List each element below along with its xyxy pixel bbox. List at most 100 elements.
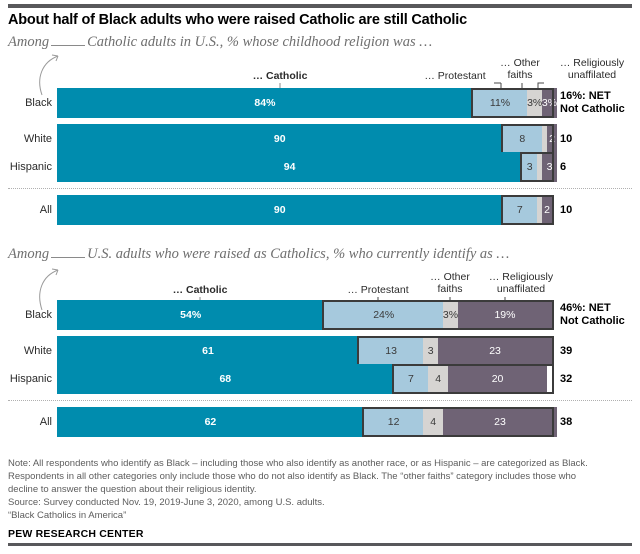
bar-value-unaff: 2 — [549, 133, 555, 145]
stacked-bar: 54% 24% 3% 19% — [57, 300, 554, 330]
bar-segment-unaff: 23 — [438, 336, 552, 366]
bar-value-unaff: 20 — [491, 373, 504, 385]
chart2-among-arrowhead — [51, 268, 59, 276]
net-value: 16%: NET — [560, 90, 611, 102]
bar-segment-unaff: 19% — [457, 300, 552, 330]
bar-value-protestant: 8 — [519, 133, 526, 145]
bar-segment-catholic: 54% — [57, 300, 325, 330]
net-value: 46%: NET — [560, 302, 611, 314]
chart1-legend-other-faiths: … Other faiths — [500, 57, 540, 81]
row-label-black: Black — [25, 97, 52, 109]
bar-value-unaff: 23 — [489, 345, 501, 357]
net-not-catholic-label: 46%: NET Not Catholic — [560, 300, 625, 330]
bar-value-catholic: 94 — [283, 161, 296, 173]
chart2-legend-unaffiliated: … Religiously unaffilated — [488, 271, 554, 295]
bar-segment-protestant: 11% — [472, 88, 528, 118]
bar-segment-other: 3 — [423, 336, 439, 366]
bar-segment-unaff: 3 — [542, 152, 557, 182]
table-row: All 62 12 4 23 38 — [0, 407, 640, 437]
chart2-subtitle-pre: Among — [8, 246, 50, 262]
table-row: Hispanic 94 3 3 6 — [0, 152, 640, 182]
chart1-legend-unaffiliated: … Religiously unaffilated — [559, 57, 625, 81]
bar-segment-other — [537, 152, 543, 182]
bar-segment-protestant: 12 — [363, 407, 424, 437]
chart2-subtitle: Among U.S. adults who were raised as Cath… — [8, 246, 632, 263]
bar-segment-protestant: 8 — [502, 124, 543, 154]
bar-segment-unaff: 2 — [547, 124, 557, 154]
stacked-bar: 84% 11% 3% 3% — [57, 88, 557, 118]
table-row: All 90 7 2 10 — [0, 195, 640, 225]
bar-segment-other — [537, 195, 543, 225]
bar-value-other: 3% — [443, 309, 458, 321]
table-row: Black 54% 24% 3% 19% 46%: NET Not Catholic — [0, 300, 640, 330]
footnote-line-3: decline to answer the question about the… — [8, 484, 257, 495]
bottom-rule — [8, 543, 632, 546]
top-rule — [8, 4, 632, 8]
table-row: White 90 8 2 10 — [0, 124, 640, 154]
chart1-legend-catholic: … Catholic — [252, 70, 308, 82]
bar-value-unaff: 3% — [542, 97, 557, 109]
net-value: 10 — [560, 133, 573, 145]
stacked-bar: 62 12 4 23 — [57, 407, 557, 437]
net-caption: Not Catholic — [560, 315, 625, 327]
report-title: “Black Catholics in America” — [8, 510, 127, 521]
bar-segment-other: 3% — [527, 88, 543, 118]
net-value: 38 — [560, 416, 573, 428]
stacked-bar: 90 8 2 — [57, 124, 557, 154]
bar-segment-other: 4 — [428, 364, 449, 394]
bar-value-unaff: 23 — [494, 416, 506, 428]
bar-segment-other — [542, 124, 548, 154]
chart1-legend-protestant: … Protestant — [424, 70, 486, 82]
chart2-dotted-separator — [8, 400, 632, 401]
chart1-subtitle: Among Catholic adults in U.S., % whose ch… — [8, 34, 632, 51]
chart2-legend-other-faiths: … Other faiths — [430, 271, 470, 295]
page-title: About half of Black adults who were rais… — [8, 12, 467, 28]
bar-segment-catholic: 61 — [57, 336, 359, 366]
row-label-all: All — [39, 416, 52, 428]
bar-segment-catholic: 94 — [57, 152, 523, 182]
bar-segment-protestant: 24% — [324, 300, 444, 330]
bar-value-protestant: 7 — [407, 373, 414, 385]
bar-value-protestant: 13 — [385, 345, 397, 357]
row-label-hispanic: Hispanic — [9, 161, 52, 173]
chart1-subtitle-pre: Among — [8, 34, 50, 50]
bar-value-catholic: 68 — [219, 373, 232, 385]
bar-segment-protestant: 3 — [522, 152, 538, 182]
row-label-all: All — [39, 204, 52, 216]
stacked-bar: 61 13 3 23 — [57, 336, 554, 366]
bar-segment-unaff: 2 — [542, 195, 552, 225]
bar-value-protestant: 7 — [516, 204, 523, 216]
chart1-subtitle-blank — [51, 45, 86, 46]
bar-value-protestant: 11% — [489, 97, 511, 109]
chart2-subtitle-post: U.S. adults who were raised as Catholics… — [87, 246, 510, 262]
bar-segment-protestant: 13 — [358, 336, 424, 366]
bar-value-other: 3% — [527, 97, 543, 109]
source-line: Source: Survey conducted Nov. 19, 2019-J… — [8, 497, 325, 508]
bar-segment-catholic: 90 — [57, 124, 503, 154]
stacked-bar: 94 3 3 — [57, 152, 557, 182]
bar-segment-catholic: 68 — [57, 364, 394, 394]
net-value: 10 — [560, 204, 573, 216]
pew-research-center-brand: PEW RESEARCH CENTER — [8, 528, 144, 540]
bar-value-protestant: 24% — [373, 309, 395, 321]
row-label-white: White — [23, 345, 52, 357]
bar-value-catholic: 54% — [180, 309, 202, 321]
bar-value-protestant: 12 — [387, 416, 400, 428]
row-label-white: White — [23, 133, 52, 145]
bar-value-catholic: 61 — [202, 345, 214, 357]
stacked-bar: 68 7 4 20 — [57, 364, 554, 394]
bar-value-unaff: 19% — [494, 309, 516, 321]
bar-value-catholic: 84% — [254, 97, 276, 109]
bar-value-catholic: 90 — [273, 204, 286, 216]
table-row: Hispanic 68 7 4 20 32 — [0, 364, 640, 394]
bar-segment-other: 3% — [443, 300, 458, 330]
bar-segment-catholic: 62 — [57, 407, 364, 437]
net-value: 39 — [560, 345, 573, 357]
bar-value-unaff: 3 — [546, 161, 553, 173]
row-label-hispanic: Hispanic — [9, 373, 52, 385]
bar-value-other: 4 — [435, 373, 442, 385]
net-not-catholic-label: 16%: NET Not Catholic — [560, 88, 625, 118]
bar-segment-catholic: 90 — [57, 195, 503, 225]
table-row: Black 84% 11% 3% 3% 16%: NET Not Catholic — [0, 88, 640, 118]
